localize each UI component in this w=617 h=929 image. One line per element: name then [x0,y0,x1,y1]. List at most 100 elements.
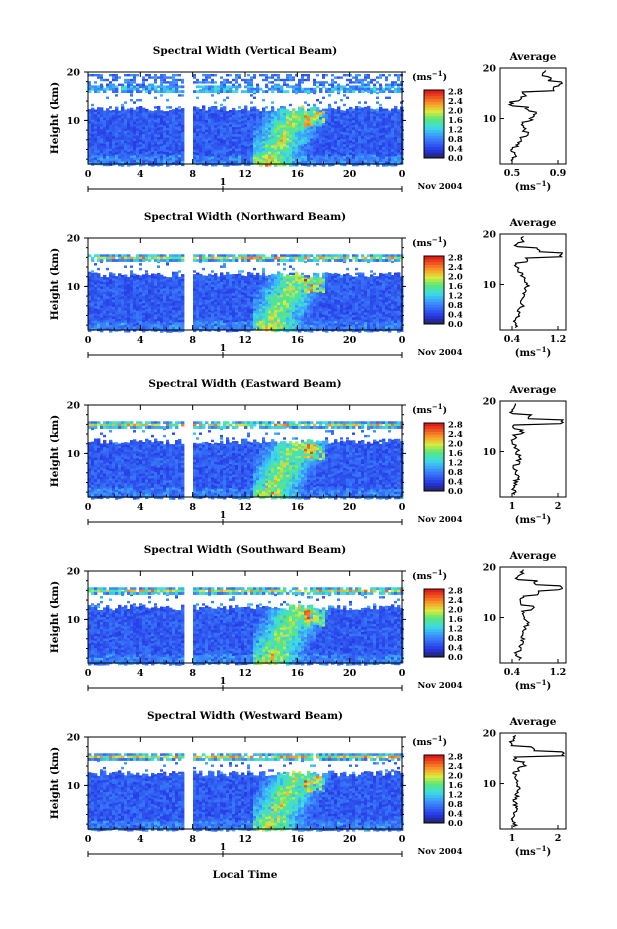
heatmap-cell [310,145,314,149]
heatmap-cell [334,85,338,89]
heatmap-cell [271,276,275,279]
heatmap-cell [295,288,299,292]
heatmap-cell [208,309,212,313]
heatmap-cell [205,146,209,150]
heatmap-cell [223,108,227,112]
heatmap-cell [208,157,212,161]
y-axis-label: Height (km) [49,82,61,154]
heatmap-cell [379,106,383,110]
heatmap-cell [157,115,161,119]
heatmap-cell [148,254,152,258]
heatmap-cell [358,136,362,139]
heatmap-cell [277,305,281,308]
heatmap-cell [379,83,382,86]
heatmap-cell [205,156,209,159]
heatmap-cell [343,103,346,107]
heatmap-cell [109,127,113,130]
heatmap-cell [127,137,131,141]
heatmap-cell [169,259,173,262]
heatmap-cell [364,152,368,156]
heatmap-cell [226,139,230,143]
heatmap-cell [262,150,266,154]
heatmap-cell [193,116,197,119]
heatmap-cell [301,153,305,157]
heatmap-cell [289,254,293,258]
heatmap-cell [319,145,323,149]
heatmap-cell [160,136,164,140]
heatmap-cell [223,282,227,285]
heatmap-cell [109,310,113,314]
heatmap-cell [262,315,266,319]
heatmap-cell [310,133,314,137]
heatmap-cell [226,113,230,117]
heatmap-cell [238,297,242,301]
heatmap-cell [256,85,260,89]
heatmap-cell [289,256,293,260]
panel-1: Spectral Width (Northward Beam)Height (k… [49,211,567,359]
heatmap-cell [310,150,314,154]
heatmap-cell [298,325,302,328]
heatmap-cell [133,119,137,123]
heatmap-cell [124,152,128,156]
heatmap-cell [142,296,146,299]
heatmap-cell [148,301,152,305]
heatmap-cell [160,81,163,84]
heatmap-cell [124,327,128,331]
heatmap-cell [172,295,176,299]
heatmap-cell [118,280,122,284]
heatmap-cell [211,315,215,319]
heatmap-cell [262,318,266,321]
heatmap-cell [115,317,119,320]
heatmap-cell [157,139,161,143]
heatmap-cell [148,87,152,91]
heatmap-cell [124,322,128,326]
heatmap-cell [178,284,182,287]
heatmap-cell [280,287,284,291]
heatmap-cell [223,83,226,86]
heatmap-cell [334,113,338,117]
heatmap-cell [259,306,263,310]
heatmap-cell [88,254,92,258]
heatmap-cell [142,291,146,294]
heatmap-cell [283,153,287,157]
heatmap-cell [349,74,352,77]
heatmap-cell [208,123,212,127]
heatmap-cell [352,117,356,121]
heatmap-cell [193,288,197,292]
heatmap-cell [331,148,335,152]
heatmap-cell [313,151,317,155]
heatmap-cell [346,96,349,99]
heatmap-cell [166,260,169,264]
heatmap-cell [328,163,332,167]
heatmap-cell [370,81,373,84]
heatmap-cell [376,132,380,136]
heatmap-cell [196,114,200,118]
heatmap-cell [196,325,200,329]
heatmap-cell [127,149,131,153]
heatmap-cell [169,85,173,89]
heatmap-cell [277,256,281,260]
heatmap-cell [388,160,392,164]
heatmap-cell [91,289,95,293]
heatmap-cell [157,304,161,307]
heatmap-cell [250,299,254,302]
heatmap-cell [133,319,137,323]
heatmap-cell [172,87,176,91]
heatmap-cell [253,254,257,258]
heatmap-cell [292,141,296,145]
heatmap-cell [211,161,215,164]
heatmap-cell [202,267,205,271]
heatmap-cell [145,132,149,136]
heatmap-cell [340,129,344,133]
colorbar-swatch [424,141,444,145]
heatmap-cell [388,158,392,162]
heatmap-cell [121,163,125,167]
heatmap-cell [298,121,302,124]
heatmap-cell [397,145,401,149]
heatmap-cell [124,90,128,93]
heatmap-cell [118,158,122,162]
heatmap-cell [238,146,242,149]
heatmap-cell [175,298,179,301]
heatmap-cell [256,111,260,115]
heatmap-cell [229,141,233,144]
